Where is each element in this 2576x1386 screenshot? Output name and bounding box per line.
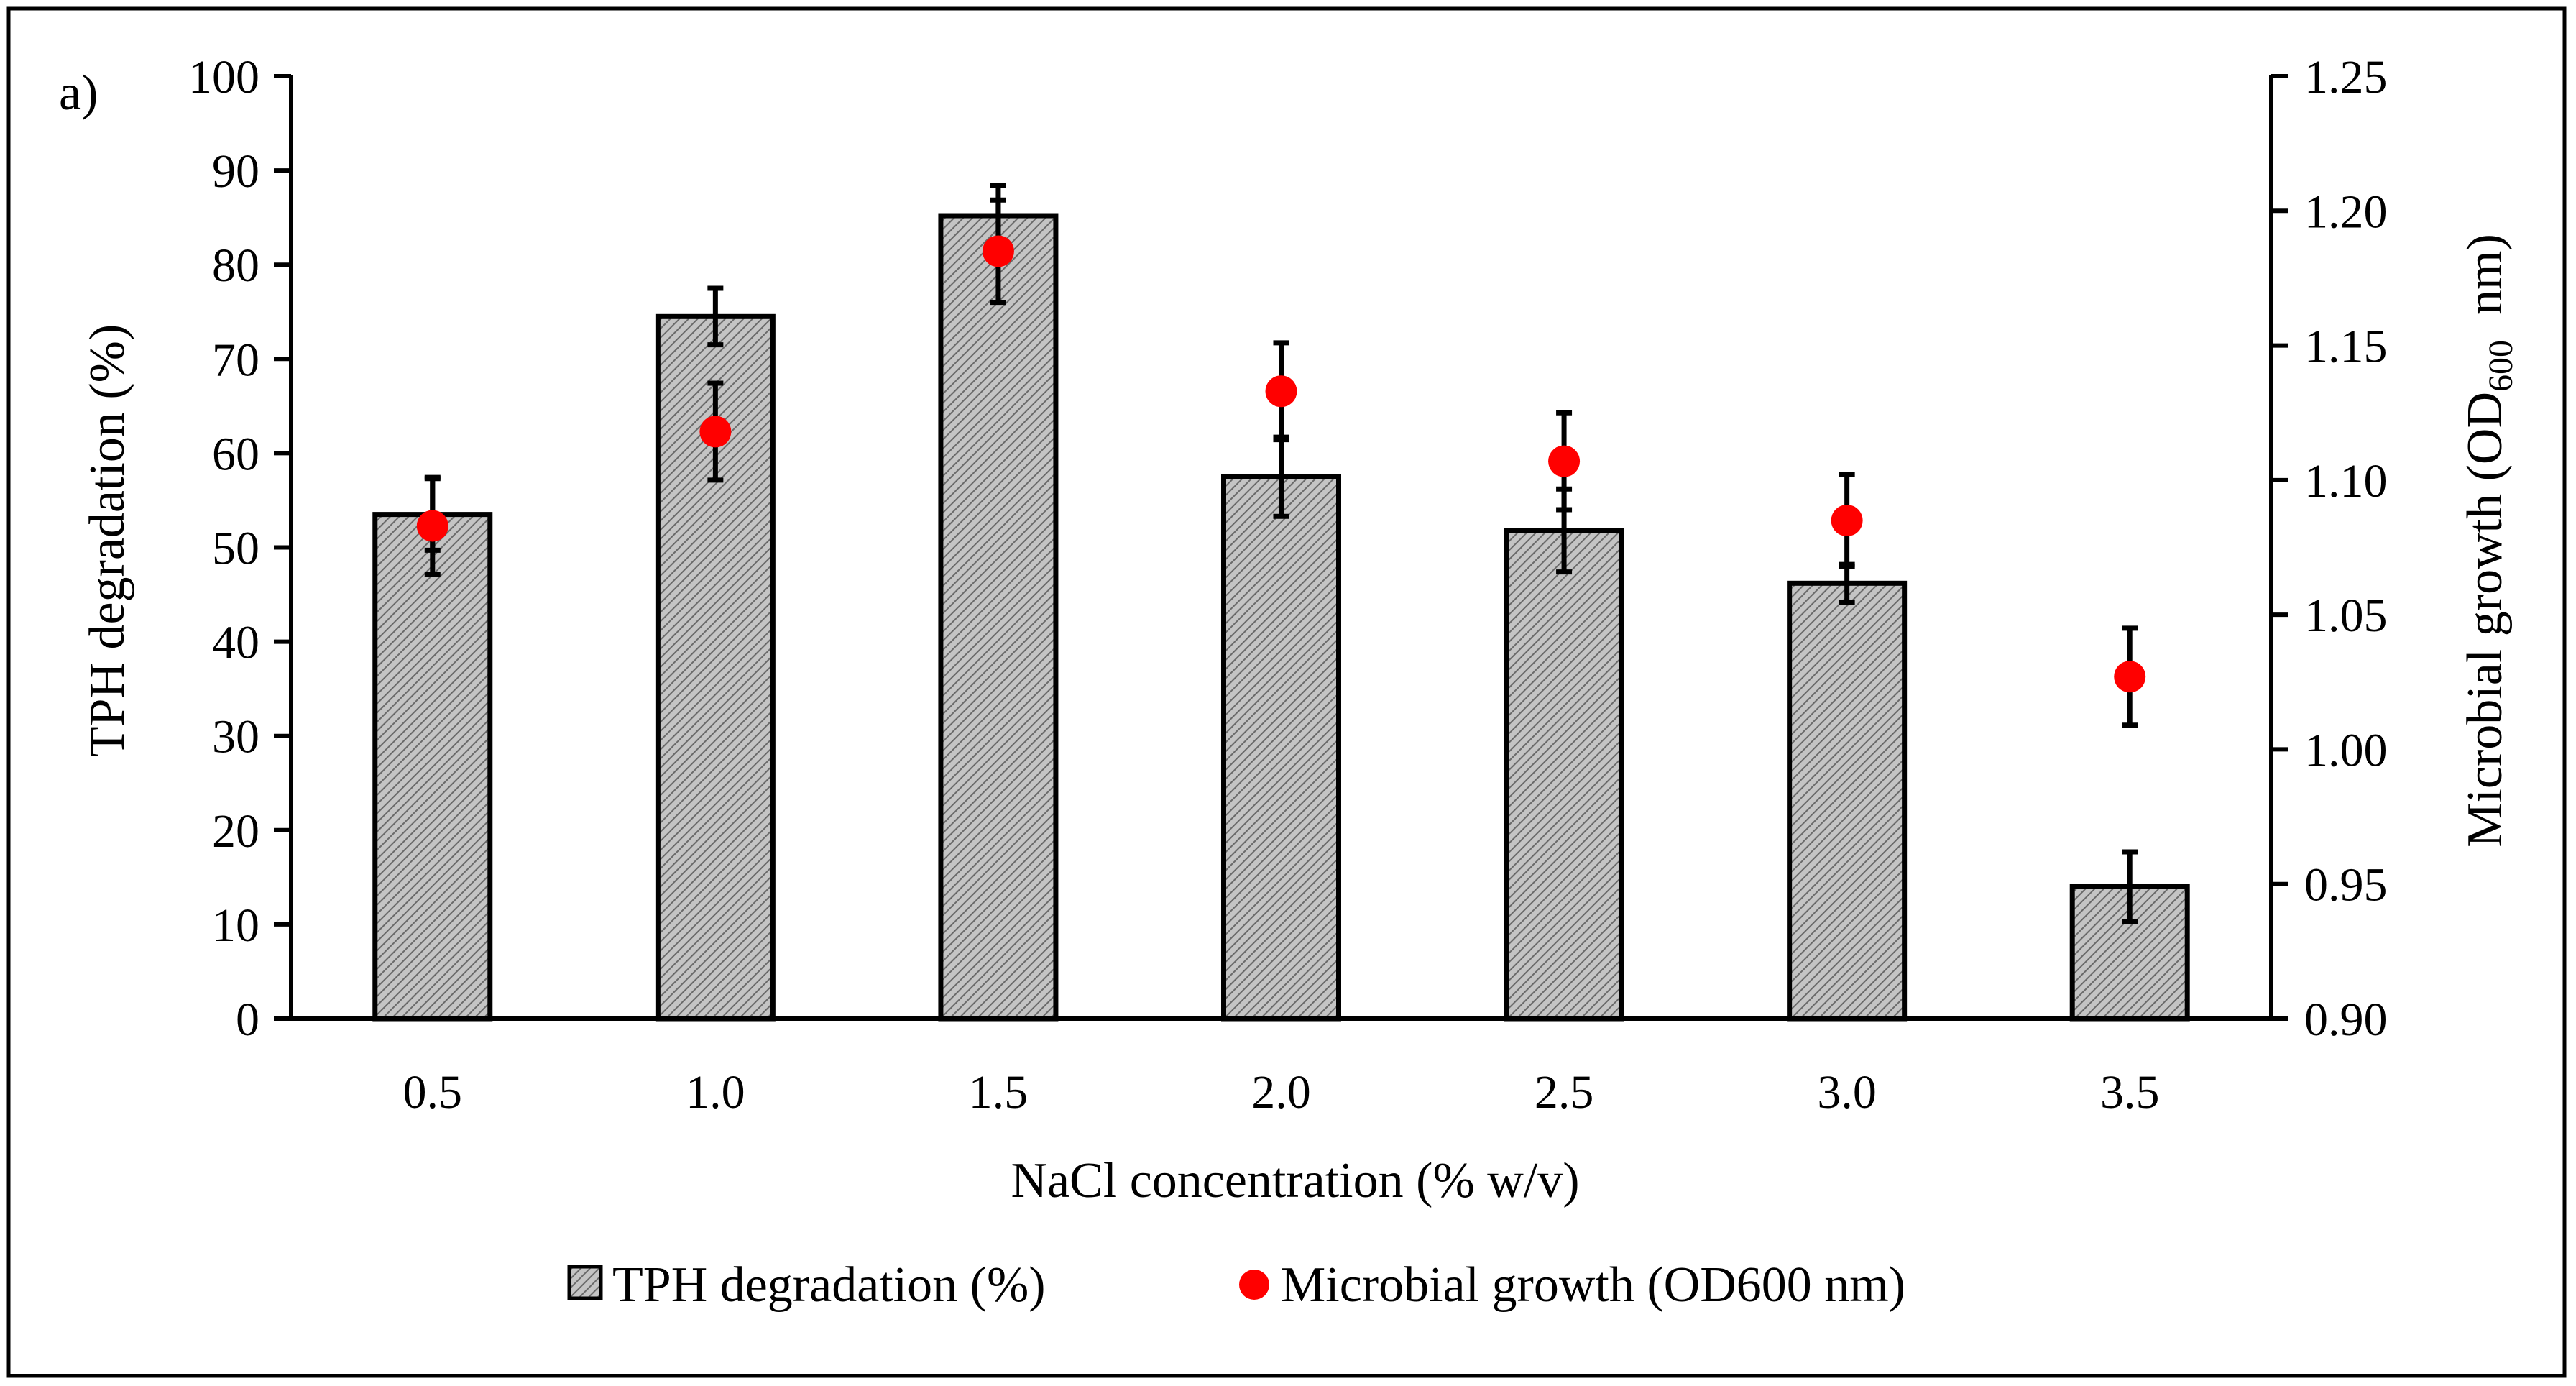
y-axis-title: TPH degradation (%)	[80, 324, 135, 758]
point-1.5	[982, 235, 1014, 267]
y-tick-label-80: 80	[212, 239, 259, 292]
x-tick-label-3.5: 3.5	[2100, 1066, 2160, 1119]
y-tick-label-90: 90	[212, 145, 259, 198]
y2-tick-label-1.25: 1.25	[2304, 51, 2388, 104]
y2-tick-label-1.10: 1.10	[2304, 455, 2388, 508]
bar-1.5	[938, 213, 1059, 1022]
point-1.0	[699, 416, 732, 448]
y2-title-suffix: nm)	[2457, 234, 2513, 340]
x-tick-label-0.5: 0.5	[403, 1066, 463, 1119]
point-3.5	[2114, 661, 2146, 693]
panel-label: a)	[59, 65, 98, 121]
bar-error-3.5	[2122, 849, 2138, 924]
y2-tick-label-0.90: 0.90	[2304, 993, 2388, 1046]
y-tick-label-100: 100	[188, 51, 259, 104]
legend-point-swatch	[1239, 1270, 1269, 1300]
y-tick-label-70: 70	[212, 334, 259, 386]
bar-0.5	[372, 512, 493, 1022]
legend: TPH degradation (%) Microbial growth (OD…	[567, 1257, 1905, 1313]
y-tick-label-60: 60	[212, 428, 259, 480]
y2-title-prefix: Microbial growth (OD	[2457, 392, 2513, 848]
y-tick-label-0: 0	[236, 993, 259, 1046]
x-tick-label-1.0: 1.0	[686, 1066, 745, 1119]
legend-bar-label: TPH degradation (%)	[612, 1257, 1046, 1313]
y-tick-label-30: 30	[212, 711, 259, 763]
y-tick-label-50: 50	[212, 523, 259, 575]
legend-bar-swatch	[567, 1265, 603, 1300]
y2-title-subscript: 600	[2482, 340, 2520, 392]
y2-tick-label-1.20: 1.20	[2304, 185, 2388, 238]
legend-point-label: Microbial growth (OD600 nm)	[1281, 1257, 1905, 1313]
points-layer	[416, 197, 2146, 728]
y2-tick-label-1.15: 1.15	[2304, 321, 2388, 373]
x-tick-label-3.0: 3.0	[1817, 1066, 1877, 1119]
y-tick-label-40: 40	[212, 617, 259, 669]
bar-error-1.0	[707, 285, 724, 348]
point-2.0	[1265, 375, 1297, 408]
bar-3.0	[1787, 580, 1908, 1022]
x-axis-title: NaCl concentration (% w/v)	[1011, 1153, 1579, 1208]
axes-layer: 0 10 20 30 40 50 60 70 80 90 100 0.90 0.95 1.00 1.05 1.…	[188, 51, 2388, 1119]
y2-tick-label-0.95: 0.95	[2304, 859, 2388, 912]
point-3.0	[1831, 505, 1863, 537]
point-2.5	[1548, 445, 1581, 477]
x-tick-label-2.0: 2.0	[1251, 1066, 1311, 1119]
bar-2.0	[1221, 474, 1341, 1022]
x-tick-label-1.5: 1.5	[969, 1066, 1029, 1119]
y2-tick-label-1.00: 1.00	[2304, 724, 2388, 776]
y-tick-label-20: 20	[212, 805, 259, 858]
y-tick-label-10: 10	[212, 899, 259, 952]
x-tick-label-2.5: 2.5	[1535, 1066, 1594, 1119]
point-0.5	[416, 510, 448, 542]
bar-2.5	[1504, 528, 1624, 1022]
y2-tick-label-1.05: 1.05	[2304, 589, 2388, 642]
y2-axis-title: Microbial growth (OD600 nm)	[2457, 234, 2520, 848]
